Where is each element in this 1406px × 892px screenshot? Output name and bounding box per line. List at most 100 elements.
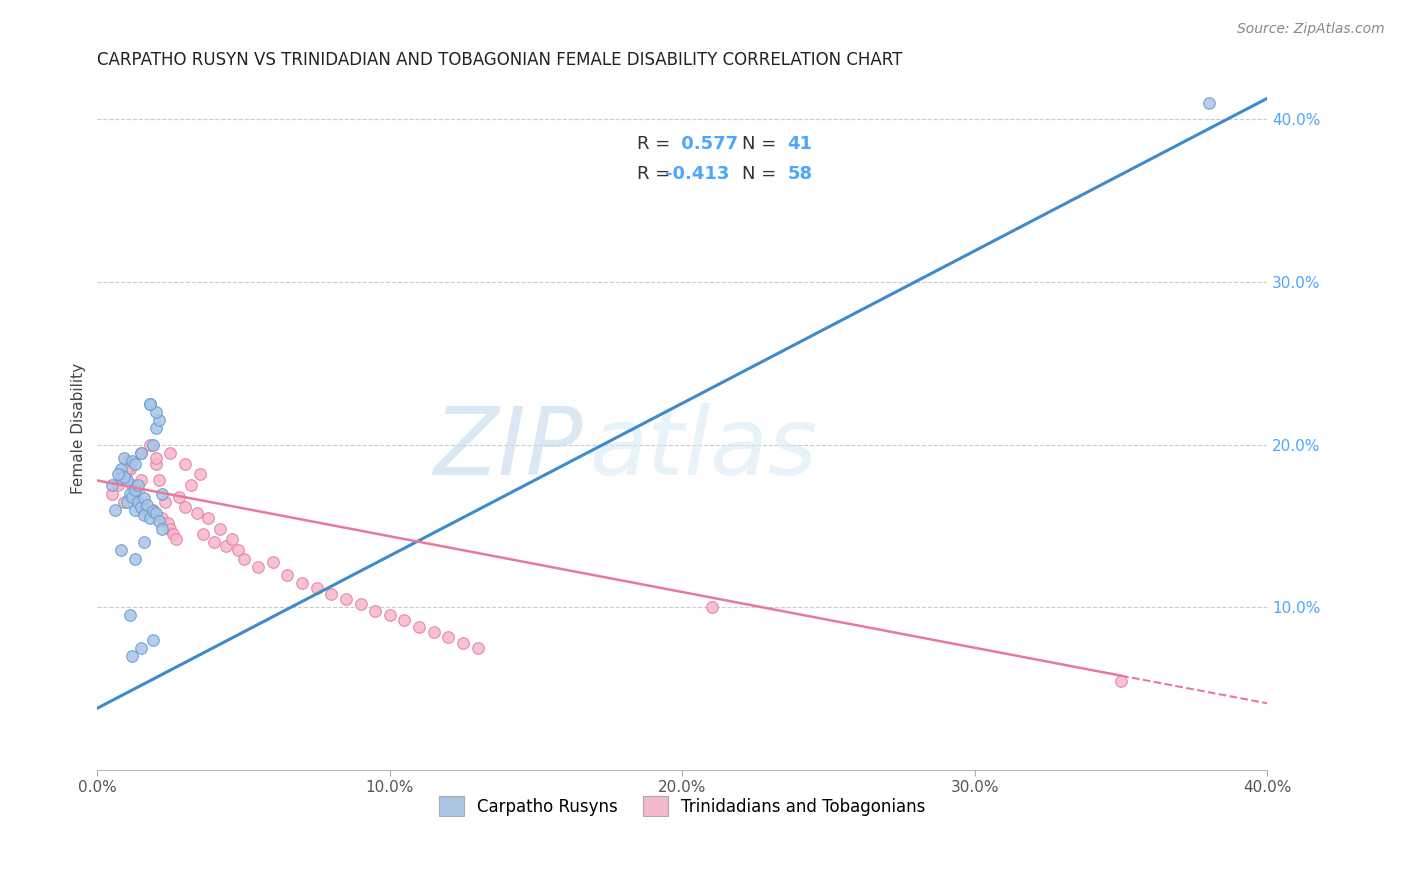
Point: [150, 522, 173, 536]
Point: [101, 478, 124, 492]
Point: [121, 490, 143, 504]
Point: [118, 486, 141, 500]
Text: 58: 58: [787, 165, 813, 184]
Point: [209, 522, 232, 536]
Point: [188, 467, 211, 481]
Point: [115, 462, 138, 476]
Point: [139, 397, 162, 411]
Point: [191, 527, 214, 541]
Point: [139, 511, 162, 525]
Point: [121, 478, 143, 492]
Point: [153, 494, 176, 508]
Point: [148, 413, 170, 427]
Point: [291, 576, 314, 591]
Point: [145, 405, 167, 419]
Point: [110, 470, 132, 484]
Text: 41: 41: [787, 136, 813, 153]
Point: [215, 539, 238, 553]
Point: [145, 457, 167, 471]
Text: Source: ZipAtlas.com: Source: ZipAtlas.com: [1237, 22, 1385, 37]
Point: [121, 454, 143, 468]
Point: [115, 474, 138, 488]
Point: [127, 494, 149, 508]
Point: [129, 500, 152, 514]
Text: R =: R =: [637, 136, 671, 153]
Point: [142, 502, 165, 516]
Point: [150, 486, 173, 500]
Y-axis label: Female Disability: Female Disability: [72, 363, 86, 494]
Point: [197, 511, 219, 525]
Text: atlas: atlas: [589, 403, 817, 494]
Point: [378, 608, 401, 623]
Point: [262, 555, 284, 569]
Point: [226, 543, 249, 558]
Point: [276, 567, 298, 582]
Point: [180, 478, 202, 492]
Point: [134, 500, 156, 514]
Point: [145, 450, 167, 465]
Text: N =: N =: [742, 165, 776, 184]
Point: [247, 559, 270, 574]
Point: [167, 490, 190, 504]
Point: [142, 632, 165, 647]
Point: [110, 462, 132, 476]
Point: [134, 535, 156, 549]
Point: [112, 494, 135, 508]
Point: [121, 649, 143, 664]
Point: [202, 535, 225, 549]
Point: [1198, 96, 1220, 111]
Point: [305, 581, 328, 595]
Point: [186, 506, 208, 520]
Point: [156, 516, 179, 530]
Point: [134, 491, 156, 506]
Point: [127, 483, 149, 498]
Point: [145, 421, 167, 435]
Point: [467, 640, 489, 655]
Point: [124, 502, 146, 516]
Point: [136, 498, 159, 512]
Point: [394, 613, 416, 627]
Point: [115, 494, 138, 508]
Point: [165, 532, 187, 546]
Point: [174, 457, 197, 471]
Point: [124, 457, 146, 471]
Point: [129, 640, 152, 655]
Point: [232, 551, 254, 566]
Point: [134, 508, 156, 522]
Point: [112, 470, 135, 484]
Point: [349, 597, 371, 611]
Point: [364, 604, 387, 618]
Point: [124, 490, 146, 504]
Point: [145, 506, 167, 520]
Point: [142, 504, 165, 518]
Point: [422, 624, 444, 639]
Point: [174, 500, 197, 514]
Point: [142, 438, 165, 452]
Point: [112, 450, 135, 465]
Point: [118, 608, 141, 623]
Point: [148, 474, 170, 488]
Point: [124, 551, 146, 566]
Point: [700, 600, 723, 615]
Point: [335, 592, 357, 607]
Point: [115, 454, 138, 468]
Point: [129, 446, 152, 460]
Text: 0.577: 0.577: [675, 136, 738, 153]
Point: [136, 506, 159, 520]
Point: [1109, 673, 1132, 688]
Point: [162, 527, 184, 541]
Point: [104, 502, 127, 516]
Point: [107, 478, 129, 492]
Point: [118, 462, 141, 476]
Point: [107, 467, 129, 481]
Point: [124, 483, 146, 498]
Point: [127, 478, 149, 492]
Point: [408, 620, 430, 634]
Legend: Carpatho Rusyns, Trinidadians and Tobagonians: Carpatho Rusyns, Trinidadians and Tobago…: [432, 789, 932, 823]
Point: [101, 486, 124, 500]
Text: ZIP: ZIP: [433, 403, 583, 494]
Point: [159, 446, 181, 460]
Point: [139, 438, 162, 452]
Point: [148, 514, 170, 528]
Point: [437, 630, 460, 644]
